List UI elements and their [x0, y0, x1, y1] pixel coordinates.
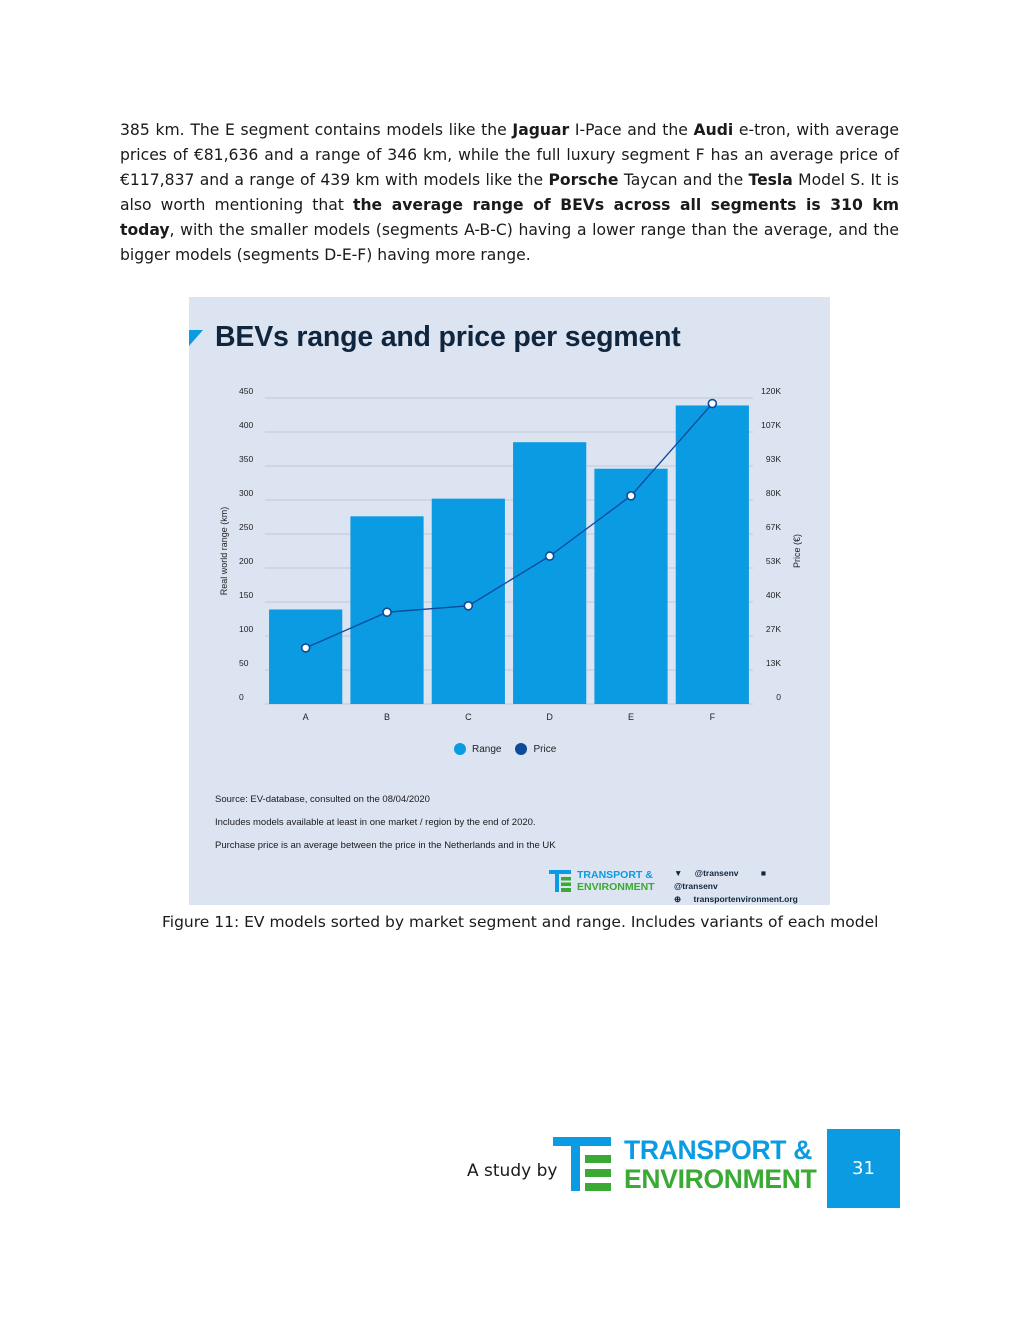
range-swatch-icon	[454, 743, 466, 755]
availability-note: Includes models available at least in on…	[215, 817, 536, 828]
y2-tick-label: 53K	[766, 556, 781, 566]
bold-run: Jaguar	[512, 121, 570, 139]
y2-tick-label: 80K	[766, 488, 781, 498]
title-marker-icon	[189, 330, 203, 346]
text-run: Taycan and the	[618, 171, 749, 189]
source-note: Source: EV-database, consulted on the 08…	[215, 794, 430, 805]
y-tick-label: 150	[239, 590, 253, 600]
price-point	[626, 491, 636, 501]
text-run: Model S. It is also worth mentioning tha…	[120, 171, 899, 214]
twitter-icon: ▼	[674, 868, 683, 878]
price-point	[382, 607, 392, 618]
y-tick-label: 350	[239, 454, 253, 464]
bold-run: Tesla	[748, 171, 793, 189]
social-links: ▼ @transenv ■ @transenv ⊕ transportenvir…	[674, 867, 830, 906]
range-bar	[594, 468, 668, 704]
y-axis-title: Real world range (km)	[219, 507, 229, 596]
y2-tick-label: 67K	[766, 522, 781, 532]
y2-tick-label: 40K	[766, 590, 781, 600]
bold-run: Porsche	[548, 171, 619, 189]
te-logo-line2: ENVIRONMENT	[577, 881, 655, 893]
website-text: transportenvironment.org	[693, 894, 798, 904]
y-tick-label: 300	[239, 488, 253, 498]
x-tick-label: F	[710, 712, 716, 722]
y-tick-label: 50	[239, 658, 249, 668]
y2-axis-title: Price (€)	[792, 534, 802, 568]
facebook-text: @transenv	[674, 881, 718, 891]
twitter-text: @transenv	[694, 868, 739, 878]
x-tick-label: D	[546, 712, 553, 722]
website-link[interactable]: ⊕ transportenvironment.org	[674, 893, 830, 906]
price-point	[707, 398, 718, 409]
y-tick-label: 400	[239, 420, 253, 430]
chart-legend: Range Price	[454, 743, 562, 755]
te-logo: TRANSPORT & ENVIRONMENT	[549, 869, 655, 893]
bold-run: Audi	[693, 121, 734, 139]
range-price-chart: 0 50 100 150 200 250 300 350 400 450 0 13K 27K 40K 53K…	[219, 386, 802, 722]
te-footer-logo-icon	[553, 1137, 611, 1191]
text-run: , with the smaller models (segments A-B-…	[120, 221, 899, 264]
text-run: 385 km. The E segment contains models li…	[120, 121, 513, 139]
y-tick-label: 200	[239, 556, 253, 566]
legend-label-range: Range	[472, 743, 502, 755]
figure-caption: Figure 11: EV models sorted by market se…	[162, 913, 879, 931]
twitter-handle[interactable]: ▼ @transenv	[674, 868, 749, 878]
range-bar	[513, 442, 587, 704]
price-point	[463, 601, 474, 611]
x-tick-label: A	[303, 712, 309, 722]
x-tick-label: C	[465, 712, 472, 722]
text-run: e-tron, with average prices of €81,636 a…	[120, 121, 899, 189]
y2-tick-label: 13K	[766, 658, 781, 668]
x-tick-label: B	[384, 712, 390, 722]
text-run: I-Pace and the	[569, 121, 694, 139]
te-logo-line1: TRANSPORT &	[577, 869, 653, 881]
legend-item-price: Price	[515, 743, 556, 755]
chart-figure: BEVs range and price per segment 0 50 100 1…	[189, 297, 830, 905]
globe-icon: ⊕	[674, 894, 682, 904]
y2-tick-label: 120K	[761, 386, 781, 396]
facebook-icon: ■	[760, 868, 767, 878]
y-tick-label: 250	[239, 522, 253, 532]
facebook-handle[interactable]: ■ @transenv	[674, 868, 776, 891]
y2-tick-label: 0	[776, 692, 781, 702]
bold-run: the average range of BEVs across all seg…	[120, 196, 899, 239]
footer-org-name: TRANSPORT & ENVIRONMENT	[624, 1136, 817, 1194]
te-logo-icon	[549, 870, 571, 892]
y-tick-label: 100	[239, 624, 253, 634]
price-point	[300, 643, 311, 653]
y-tick-label: 450	[239, 386, 253, 396]
legend-item-range: Range	[454, 743, 501, 755]
price-point	[544, 551, 555, 561]
page-number: 31	[827, 1129, 900, 1208]
footer-org-line1: TRANSPORT &	[624, 1135, 813, 1165]
chart-title: BEVs range and price per segment	[215, 321, 681, 353]
body-paragraph: 385 km. The E segment contains models li…	[120, 118, 899, 268]
y-tick-label: 0	[239, 692, 244, 702]
y2-tick-label: 27K	[766, 624, 781, 634]
y2-tick-label: 107K	[761, 420, 781, 430]
range-bar	[269, 609, 343, 704]
y2-tick-label: 93K	[766, 454, 781, 464]
range-bar	[675, 405, 749, 704]
x-tick-label: E	[628, 712, 634, 722]
footer-org-line2: ENVIRONMENT	[624, 1164, 817, 1194]
legend-label-price: Price	[533, 743, 557, 755]
price-line	[305, 403, 713, 649]
study-by-label: A study by	[467, 1161, 558, 1181]
price-swatch-icon	[515, 743, 528, 755]
price-note: Purchase price is an average between the…	[215, 840, 556, 851]
